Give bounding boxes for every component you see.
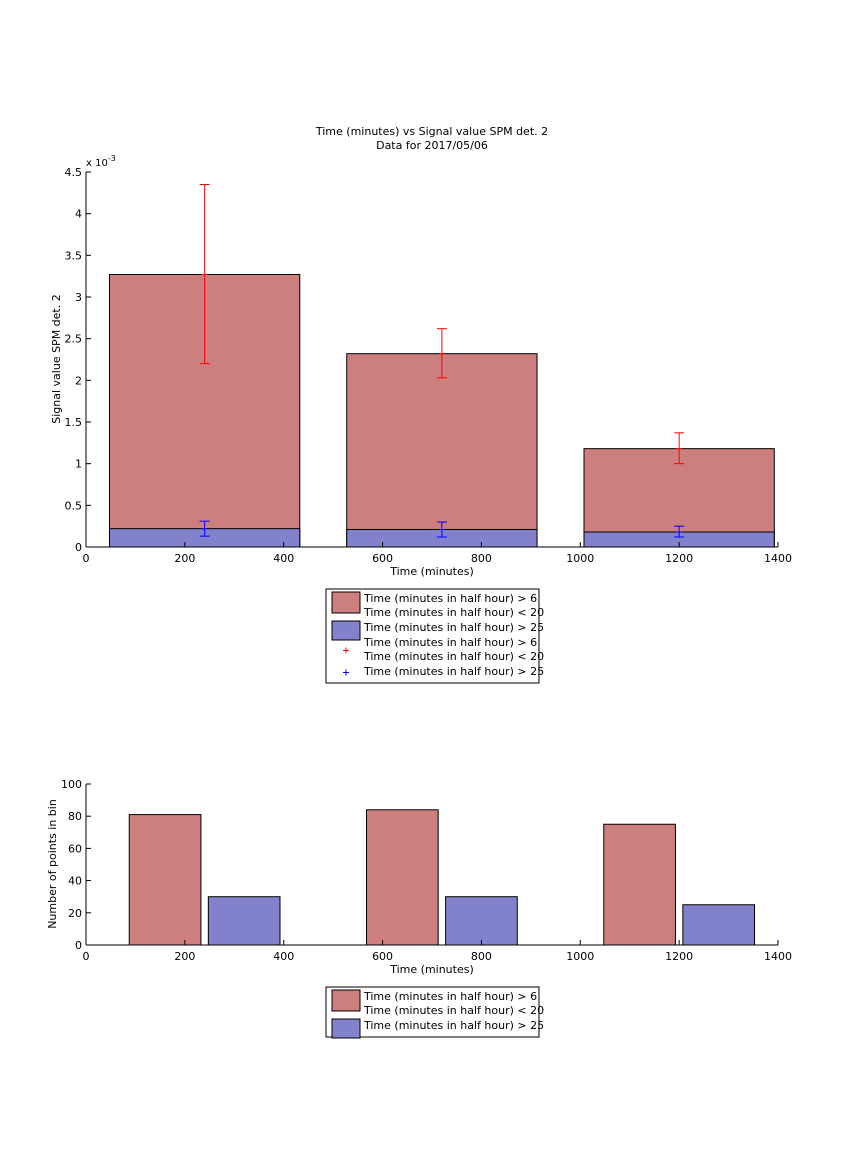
legend-box [325,588,540,684]
legend-label: Time (minutes in half hour) > 6 [363,636,537,649]
y-tick-label: 1 [75,458,82,471]
bar [682,904,756,946]
x-tick-label: 1400 [764,552,792,565]
y-tick-label: 0 [75,939,82,952]
x-tick-label: 400 [273,950,294,963]
plot-area: 0 200 400 600 800 1000 1200 1400 0 0.5 1 1.5 2 2.5 3 3.… [65,166,793,565]
x-tick-label: 1200 [665,950,693,963]
bar [207,896,281,946]
y-tick-label: 2.5 [65,333,83,346]
legend-swatch [331,591,361,614]
legend-label: Time (minutes in half hour) < 20 [363,606,544,619]
bar [445,896,518,946]
y-tick-label: 80 [68,810,82,823]
x-tick-label: 1400 [764,950,792,963]
y-exponent-label: x 10-3 [86,154,116,169]
x-tick-label: 600 [372,950,393,963]
legend-swatch [331,1018,361,1039]
x-tick-label: 1000 [566,950,594,963]
x-tick-label: 200 [174,552,195,565]
chart-subtitle: Data for 2017/05/06 [376,139,488,152]
bar [346,353,538,548]
x-tick-label: 200 [174,950,195,963]
bar [128,814,202,946]
x-tick-label: 400 [273,552,294,565]
y-axis-label: Signal value SPM det. 2 [50,294,63,424]
y-tick-label: 4 [75,208,82,221]
plot-area: 0 200 400 600 800 1000 1200 1400 0 20 40 60 80 100 [61,778,792,963]
legend-swatch [331,620,361,641]
y-tick-label: 3 [75,291,82,304]
bar [603,823,676,946]
x-axis-label: Time (minutes) [389,565,474,578]
y-tick-label: 40 [68,875,82,888]
y-axis-label: Number of points in bin [46,799,59,929]
count-chart: Number of points in bin Time (minutes) 0… [46,778,792,1039]
x-tick-label: 800 [471,950,492,963]
chart-title: Time (minutes) vs Signal value SPM det. … [315,125,548,138]
legend-label: Time (minutes in half hour) > 6 [363,990,537,1003]
legend-label: Time (minutes in half hour) > 25 [363,621,544,634]
y-tick-label: 0.5 [65,499,83,512]
x-tick-label: 1000 [566,552,594,565]
x-axis-label: Time (minutes) [389,963,474,976]
bar [366,809,439,946]
x-tick-label: 800 [471,552,492,565]
x-tick-label: 1200 [665,552,693,565]
legend-box [325,986,540,1038]
x-tick-label: 0 [83,552,90,565]
legend-label: Time (minutes in half hour) > 6 [363,592,537,605]
y-tick-label: 60 [68,842,82,855]
y-tick-label: 0 [75,541,82,554]
x-tick-label: 600 [372,552,393,565]
y-tick-label: 3.5 [65,249,83,262]
y-tick-label: 1.5 [65,416,83,429]
legend-label: Time (minutes in half hour) < 20 [363,650,544,663]
signal-chart: Time (minutes) vs Signal value SPM det. … [50,125,793,684]
y-tick-label: 20 [68,907,82,920]
y-tick-label: 2 [75,374,82,387]
x-tick-label: 0 [83,950,90,963]
legend-label: Time (minutes in half hour) < 20 [363,1004,544,1017]
legend-label: Time (minutes in half hour) > 25 [363,665,544,678]
legend-label: Time (minutes in half hour) > 25 [363,1019,544,1032]
y-tick-label: 4.5 [65,166,83,179]
legend-swatch [331,989,361,1012]
y-tick-label: 100 [61,778,82,791]
